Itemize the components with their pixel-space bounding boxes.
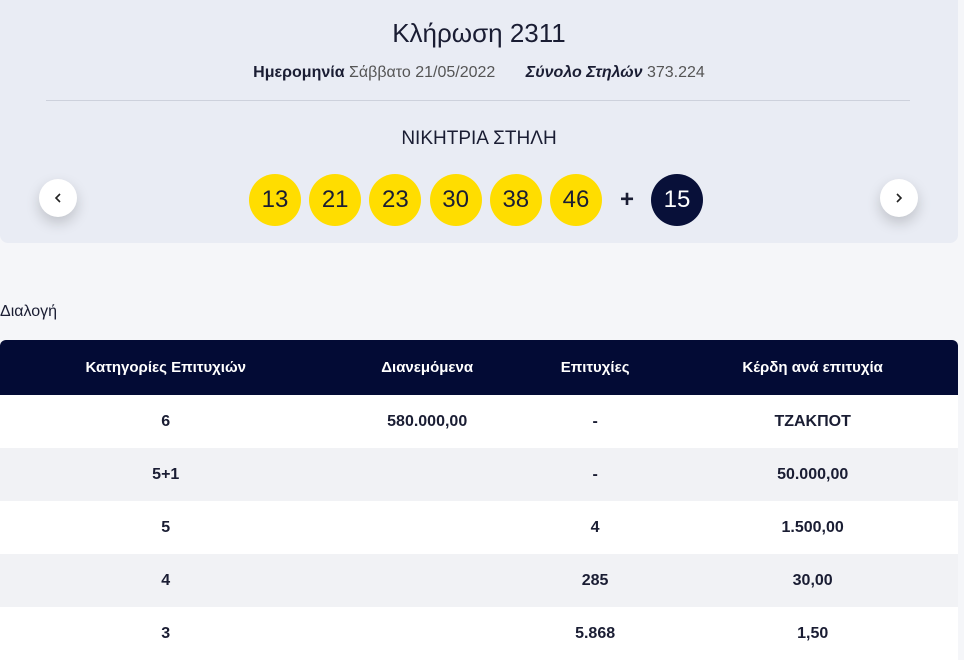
table-row: 4 285 30,00 [0,554,958,607]
number-ball: 38 [489,174,542,226]
table-cell: - [522,448,668,501]
number-ball: 23 [369,174,422,226]
column-header: Κέρδη ανά επιτυχία [667,340,958,395]
table-cell: 50.000,00 [667,448,958,501]
bonus-ball: 15 [651,174,703,226]
table-cell: 1,50 [667,607,958,660]
plus: + [620,186,635,213]
table-cell: 4 [0,554,332,607]
number-ball: 30 [429,174,482,226]
table-cell: - [522,395,668,448]
column-header: Διανεμόμενα [331,340,523,395]
header-row: Κατηγορίες Επιτυχιών Διανεμόμενα Επιτυχίες… [0,340,958,395]
table-row: 3 5.868 1,50 [0,607,958,660]
table-cell: 5+1 [0,448,332,501]
number-ball: 21 [309,174,362,226]
column-header: Επιτυχίες [522,340,668,395]
draw-info: Ημερομηνία Σάββατο 21/05/2022 Σύνολο Στη… [0,64,958,82]
table-cell: 5 [0,501,332,554]
column-header: Κατηγορίες Επιτυχιών [0,340,332,395]
total-label: Σύνολο Στηλών [525,64,643,81]
date: Σάββατο 21/05/2022 [348,64,496,81]
table-cell: 6 [0,395,332,448]
number-ball: 46 [550,174,602,226]
next-button[interactable] [880,179,918,217]
table-body: 6 580.000,00- ΤΖΑΚΠΟΤ 5+1-50.000,00 5 4 1.500,… [0,395,958,660]
table-row: 5 4 1.500,00 [0,501,958,554]
section-title: Διαλογή [0,303,58,320]
next-icon [896,193,903,203]
total: 373.224 [646,64,705,81]
table-cell: 285 [522,554,668,607]
table-cell: ΤΖΑΚΠΟΤ [667,395,958,448]
prev-button[interactable] [39,179,77,217]
table-cell: 1.500,00 [667,501,958,554]
table-cell [331,448,523,501]
prev-icon [54,193,61,203]
table-cell: 5.868 [522,607,668,660]
table-cell [331,554,523,607]
table-cell: 3 [0,607,332,660]
winning-label: ΝΙΚΗΤΡΙΑ ΣΤΗΛΗ [401,128,557,149]
table-cell [331,607,523,660]
draw-card: Κλήρωση 2311 Ημερομηνία Σάββατο 21/05/20… [0,0,958,243]
table-cell [331,501,523,554]
date-label: Ημερομηνία [253,64,345,81]
table-cell: 30,00 [667,554,958,607]
results-table: Κατηγορίες Επιτυχιών Διανεμόμενα Επιτυχίες… [0,340,958,660]
table-cell: 4 [522,501,668,554]
table-row: 5+1 -50.000,00 [0,448,958,501]
divider [46,100,910,101]
table-cell: 580.000,00 [331,395,523,448]
table-row: 6 580.000,00- ΤΖΑΚΠΟΤ [0,395,958,448]
draw-title: Κλήρωση 2311 [392,18,566,48]
number-ball: 13 [249,174,301,226]
